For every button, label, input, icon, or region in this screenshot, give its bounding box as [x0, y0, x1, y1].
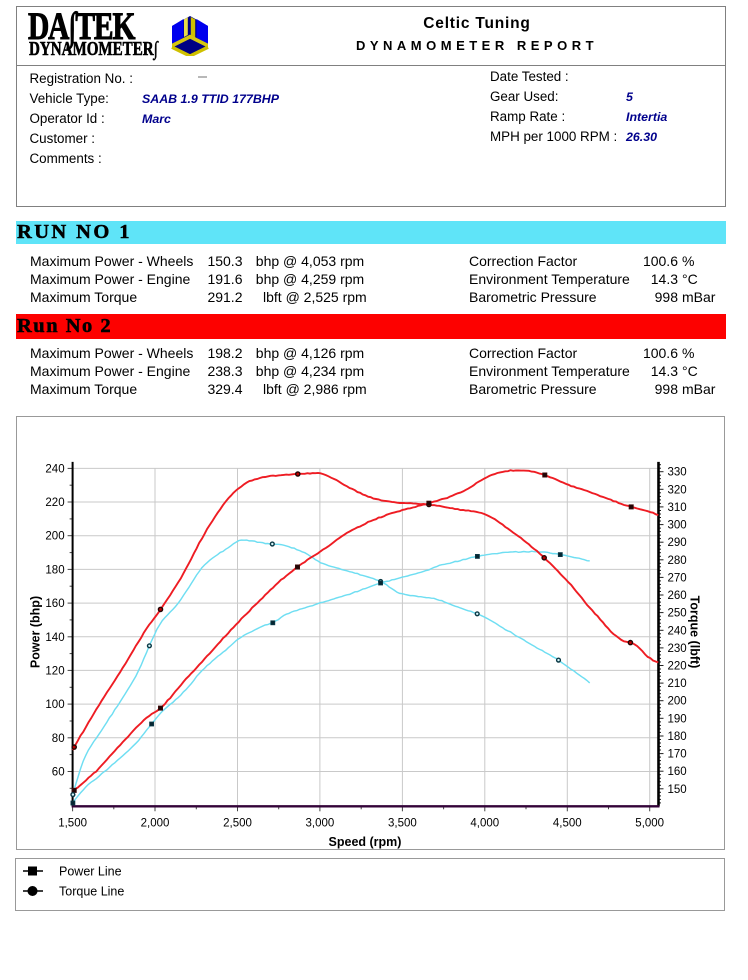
svg-text:260: 260 — [668, 590, 687, 602]
svg-text:290: 290 — [668, 537, 687, 549]
svg-text:1,500: 1,500 — [58, 817, 87, 829]
svg-text:4,500: 4,500 — [553, 817, 582, 829]
svg-text:Torque (lbft): Torque (lbft) — [688, 596, 702, 669]
svg-text:60: 60 — [52, 767, 65, 779]
svg-text:240: 240 — [668, 625, 687, 637]
svg-text:210: 210 — [668, 678, 687, 690]
svg-text:150: 150 — [668, 784, 687, 796]
svg-text:3,500: 3,500 — [388, 817, 417, 829]
svg-text:Torque Line: Torque Line — [59, 885, 124, 899]
svg-text:140: 140 — [45, 632, 64, 644]
svg-text:5,000: 5,000 — [635, 817, 664, 829]
svg-text:120: 120 — [45, 665, 64, 677]
svg-text:240: 240 — [45, 463, 64, 475]
svg-text:300: 300 — [668, 520, 687, 532]
svg-text:Power Line: Power Line — [59, 865, 122, 879]
svg-text:2,500: 2,500 — [223, 817, 252, 829]
svg-text:Power (bhp): Power (bhp) — [29, 596, 43, 668]
svg-text:220: 220 — [45, 497, 64, 509]
svg-text:270: 270 — [668, 572, 687, 584]
svg-text:160: 160 — [45, 598, 64, 610]
svg-text:160: 160 — [668, 766, 687, 778]
svg-text:80: 80 — [52, 733, 65, 745]
svg-text:3,000: 3,000 — [306, 817, 335, 829]
svg-text:4,000: 4,000 — [470, 817, 499, 829]
svg-text:180: 180 — [45, 564, 64, 576]
svg-text:190: 190 — [668, 713, 687, 725]
svg-text:330: 330 — [668, 467, 687, 479]
svg-text:180: 180 — [668, 731, 687, 743]
svg-text:230: 230 — [668, 643, 687, 655]
svg-text:310: 310 — [668, 502, 687, 514]
svg-text:320: 320 — [668, 484, 687, 496]
svg-text:220: 220 — [668, 661, 687, 673]
svg-text:2,000: 2,000 — [141, 817, 170, 829]
svg-text:250: 250 — [668, 608, 687, 620]
svg-text:170: 170 — [668, 749, 687, 761]
svg-text:200: 200 — [668, 696, 687, 708]
svg-text:200: 200 — [45, 531, 64, 543]
svg-text:Speed (rpm): Speed (rpm) — [329, 835, 402, 849]
svg-text:100: 100 — [45, 699, 64, 711]
svg-text:280: 280 — [668, 555, 687, 567]
